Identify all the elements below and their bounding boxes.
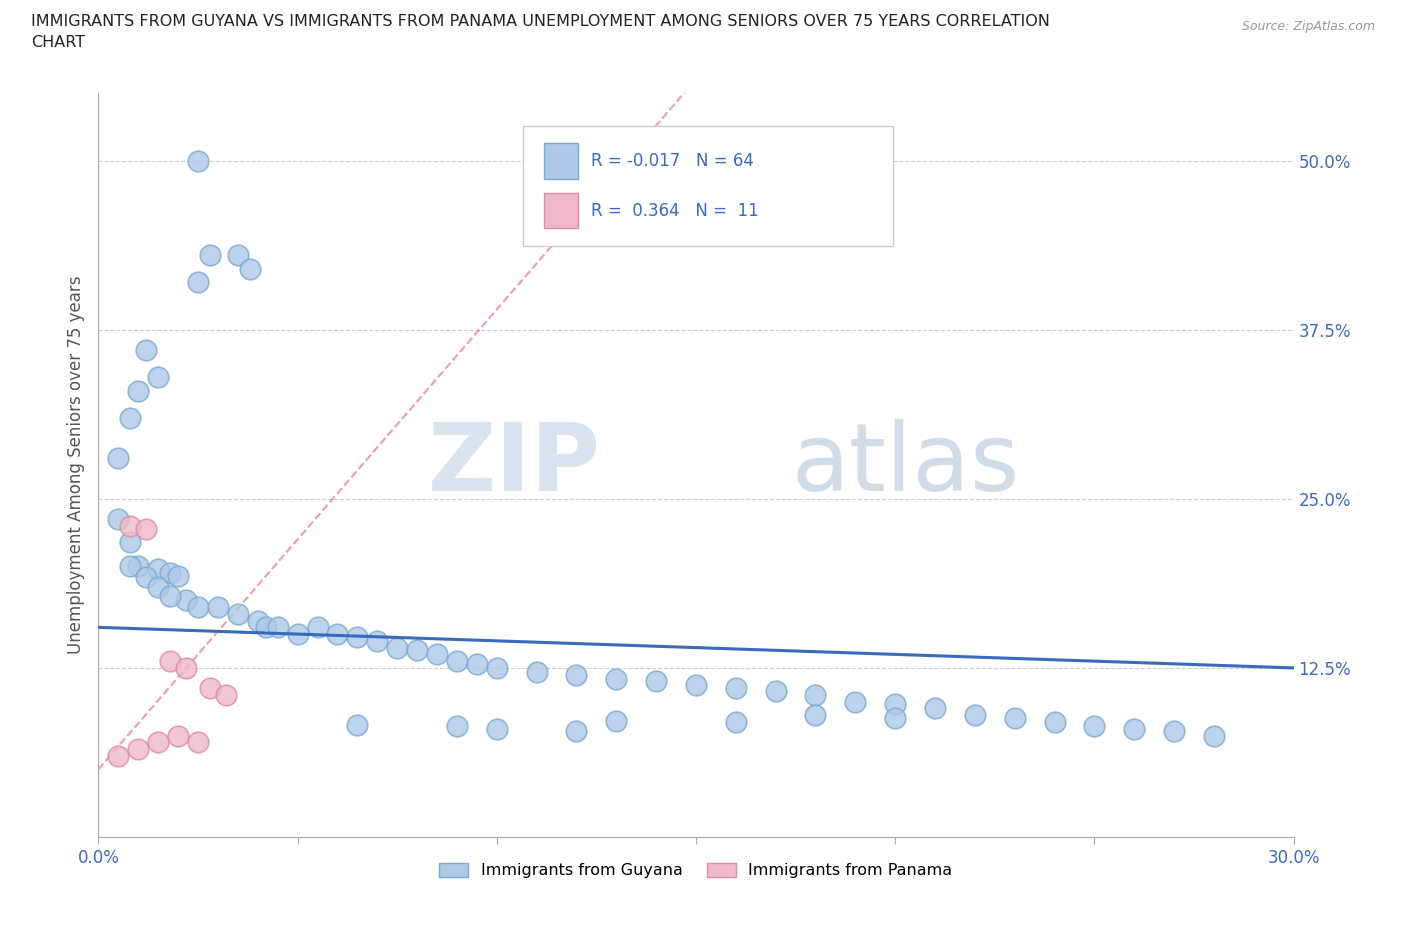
Point [159,565,181,580]
Point [685,678,707,693]
Point [446,654,468,669]
Point [645,674,668,689]
Point [167,568,190,583]
Point [465,657,488,671]
Point [174,660,197,675]
Text: ZIP: ZIP [427,419,600,511]
Point [1043,714,1066,729]
Point [135,570,157,585]
Point [804,687,827,702]
Point [724,714,747,729]
Point [187,600,209,615]
Point [135,342,157,357]
Y-axis label: Unemployment Among Seniors over 75 years: Unemployment Among Seniors over 75 years [66,276,84,654]
Point [107,512,129,526]
Point [346,630,368,644]
Point [1163,724,1185,739]
Point [765,684,787,698]
Point [804,708,827,723]
Point [226,606,249,621]
Point [565,667,588,682]
Point [605,713,627,728]
Point [1004,711,1026,725]
Point [565,724,588,739]
Legend: Immigrants from Guyana, Immigrants from Panama: Immigrants from Guyana, Immigrants from … [433,857,959,884]
Point [605,671,627,686]
Point [135,521,157,536]
Point [107,749,129,764]
Point [239,261,262,276]
Point [187,735,209,750]
Point [246,613,269,628]
Point [844,695,866,710]
Point [127,383,149,398]
Point [207,600,229,615]
Text: Source: ZipAtlas.com: Source: ZipAtlas.com [1241,20,1375,33]
Point [127,741,149,756]
Point [884,697,907,711]
Point [287,627,309,642]
Point [120,410,142,425]
Point [526,665,548,680]
Bar [544,143,578,179]
Point [1123,722,1146,737]
Point [385,640,409,655]
Point [254,620,277,635]
FancyBboxPatch shape [523,126,893,246]
Point [1202,728,1225,743]
Point [107,451,129,466]
Point [120,559,142,574]
Point [366,633,388,648]
Point [167,728,190,743]
Point [226,248,249,263]
Point [187,275,209,290]
Point [159,654,181,669]
Point [924,701,946,716]
Point [485,660,508,675]
Text: CHART: CHART [31,35,84,50]
Point [127,559,149,574]
Point [198,248,221,263]
Point [120,518,142,533]
Point [485,722,508,737]
Point [326,627,349,642]
Point [198,681,221,696]
Text: IMMIGRANTS FROM GUYANA VS IMMIGRANTS FROM PANAMA UNEMPLOYMENT AMONG SENIORS OVER: IMMIGRANTS FROM GUYANA VS IMMIGRANTS FRO… [31,14,1050,29]
Point [724,681,747,696]
Point [346,717,368,732]
Point [884,711,907,725]
Text: atlas: atlas [792,419,1019,511]
Point [148,579,170,594]
Point [159,589,181,604]
Point [174,592,197,607]
Point [267,620,290,635]
Point [406,643,429,658]
Text: R = -0.017   N = 64: R = -0.017 N = 64 [591,152,754,169]
Point [1083,719,1105,734]
Point [120,535,142,550]
Point [963,708,986,723]
Bar [544,193,578,229]
Point [307,620,329,635]
Point [148,735,170,750]
Point [215,687,238,702]
Point [426,647,449,662]
Point [446,719,468,734]
Text: R =  0.364   N =  11: R = 0.364 N = 11 [591,202,759,219]
Point [187,153,209,168]
Point [148,562,170,577]
Point [148,369,170,384]
